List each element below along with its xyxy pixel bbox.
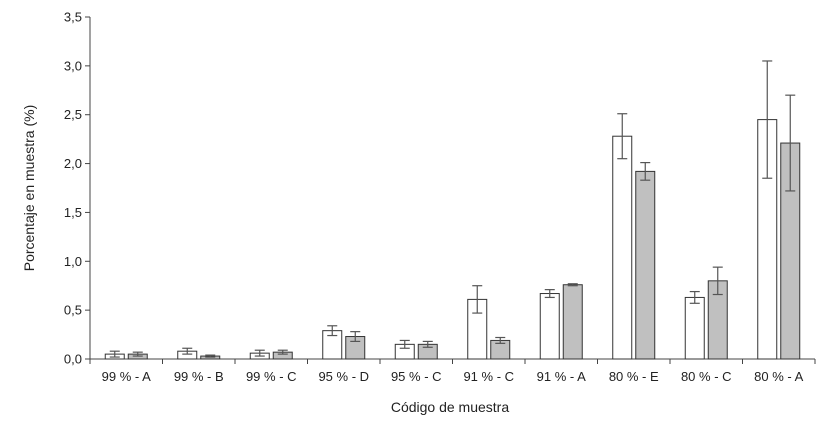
y-tick-label: 3,5 — [64, 10, 82, 25]
x-tick-label: 80 % - E — [609, 369, 659, 384]
x-axis-title: Código de muestra — [391, 399, 510, 415]
x-tick-label: 80 % - A — [754, 369, 803, 384]
x-tick-label: 95 % - C — [391, 369, 442, 384]
y-axis-title: Porcentaje en muestra (%) — [21, 105, 37, 272]
x-tick-label: 80 % - C — [681, 369, 732, 384]
y-tick-label: 1,0 — [64, 254, 82, 269]
x-tick-label: 91 % - C — [463, 369, 514, 384]
bar-series1 — [612, 135, 633, 360]
y-tick-label: 1,5 — [64, 205, 82, 220]
y-tick-label: 2,0 — [64, 156, 82, 171]
y-tick-label: 0,5 — [64, 303, 82, 318]
x-tick-label: 99 % - C — [246, 369, 297, 384]
x-tick-label: 99 % - B — [174, 369, 224, 384]
bar-series1 — [539, 293, 560, 360]
y-tick-label: 0,0 — [64, 352, 82, 367]
y-tick-label: 2,5 — [64, 107, 82, 122]
y-tick-label: 3,0 — [64, 58, 82, 73]
bar-series2 — [635, 170, 656, 360]
x-tick-label: 99 % - A — [102, 369, 151, 384]
bar-series1 — [684, 296, 705, 360]
x-tick-label: 91 % - A — [537, 369, 586, 384]
x-tick-label: 95 % - D — [318, 369, 369, 384]
bar-series2 — [562, 284, 583, 360]
